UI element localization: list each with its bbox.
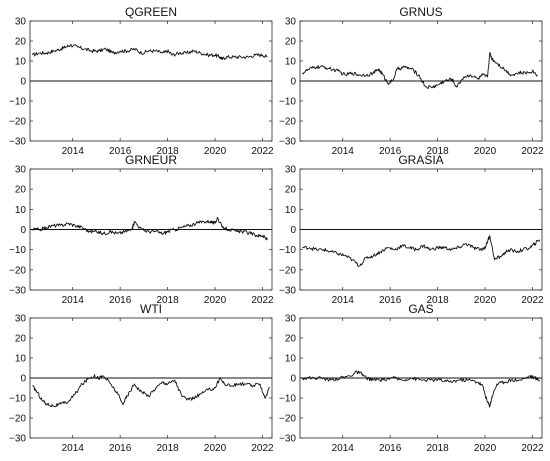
series-line-gas — [302, 370, 540, 408]
y-tick-label-qgreen-6: −30 — [9, 137, 26, 148]
y-tick-label-qgreen-3: 0 — [20, 77, 26, 88]
y-tick-label-grnus-6: −30 — [279, 137, 296, 148]
y-tick-label-grnus-2: 10 — [285, 57, 297, 68]
y-tick-label-wti-1: 20 — [15, 334, 27, 345]
x-tick-label-grnus-3: 2020 — [474, 146, 497, 157]
x-tick-label-grasia-3: 2020 — [474, 295, 497, 306]
x-tick-label-grneur-4: 2022 — [251, 295, 274, 306]
chart-title-grasia: GRASIA — [398, 153, 443, 167]
y-tick-label-gas-3: 0 — [290, 374, 296, 385]
x-tick-label-qgreen-4: 2022 — [251, 146, 274, 157]
y-tick-label-grneur-4: −10 — [9, 245, 26, 256]
chart-panel-gas: GAS 30 20 10 0 −10 −20 −30 2014 2016 2018 2020 2022 — [279, 302, 544, 454]
y-tick-label-qgreen-4: −10 — [9, 97, 26, 108]
y-tick-label-grneur-1: 20 — [15, 185, 27, 196]
y-tick-label-grnus-3: 0 — [290, 77, 296, 88]
x-tick-label-grasia-4: 2022 — [521, 295, 544, 306]
y-tick-label-wti-4: −10 — [9, 394, 26, 405]
series-line-grnus — [302, 52, 538, 89]
series-line-grneur — [32, 216, 268, 241]
y-tick-label-gas-2: 10 — [285, 354, 297, 365]
chart-title-grneur: GRNEUR — [125, 153, 177, 167]
x-tick-label-gas-4: 2022 — [521, 443, 544, 454]
y-tick-label-wti-5: −20 — [9, 414, 26, 425]
y-tick-label-grasia-2: 10 — [285, 205, 297, 216]
x-tick-label-gas-2: 2018 — [426, 443, 449, 454]
y-tick-label-wti-2: 10 — [15, 354, 27, 365]
series-line-qgreen — [31, 44, 268, 61]
chart-title-grnus: GRNUS — [399, 5, 442, 19]
chart-panel-grnus: GRNUS 30 20 10 0 −10 −20 −30 2014 2016 2018 2020 202… — [279, 5, 544, 157]
x-tick-label-wti-1: 2016 — [109, 443, 132, 454]
x-tick-label-grnus-0: 2014 — [332, 146, 355, 157]
chart-title-qgreen: QGREEN — [125, 5, 177, 19]
y-tick-label-grasia-3: 0 — [290, 225, 296, 236]
y-tick-label-grneur-0: 30 — [15, 165, 27, 176]
y-tick-label-wti-3: 0 — [20, 374, 26, 385]
x-tick-label-gas-0: 2014 — [332, 443, 355, 454]
x-tick-label-wti-3: 2020 — [204, 443, 227, 454]
x-tick-label-grneur-2: 2018 — [156, 295, 179, 306]
y-tick-label-grasia-5: −20 — [279, 265, 296, 276]
x-tick-label-qgreen-0: 2014 — [62, 146, 85, 157]
x-tick-label-qgreen-3: 2020 — [204, 146, 227, 157]
y-tick-label-wti-6: −30 — [9, 434, 26, 445]
chart-panel-qgreen: QGREEN 30 20 10 0 −10 −20 −30 2014 2016 2018 2020 20… — [9, 5, 274, 157]
x-tick-label-grneur-3: 2020 — [204, 295, 227, 306]
chart-panel-grasia: GRASIA 30 20 10 0 −10 −20 −30 2014 2016 2018 2020 20… — [279, 153, 544, 306]
y-tick-label-gas-6: −30 — [279, 434, 296, 445]
y-tick-label-grnus-1: 20 — [285, 37, 297, 48]
y-tick-label-grnus-5: −20 — [279, 117, 296, 128]
x-tick-label-gas-3: 2020 — [474, 443, 497, 454]
y-tick-label-qgreen-0: 30 — [15, 17, 27, 28]
chart-panel-grneur: GRNEUR 30 20 10 0 −10 −20 −30 2014 2016 2018 2020 20… — [9, 153, 274, 306]
x-tick-label-grneur-0: 2014 — [62, 295, 85, 306]
series-line-grasia — [302, 235, 541, 268]
y-tick-label-qgreen-2: 10 — [15, 57, 27, 68]
x-tick-label-gas-1: 2016 — [379, 443, 402, 454]
y-tick-label-gas-4: −10 — [279, 394, 296, 405]
y-tick-label-grasia-0: 30 — [285, 165, 297, 176]
chart-title-wti: WTI — [140, 302, 162, 316]
x-tick-label-grneur-1: 2016 — [109, 295, 132, 306]
x-tick-label-qgreen-2: 2018 — [156, 146, 179, 157]
y-tick-label-grasia-1: 20 — [285, 185, 297, 196]
x-tick-label-wti-4: 2022 — [251, 443, 274, 454]
chart-panel-wti: WTI 30 20 10 0 −10 −20 −30 2014 2016 2018 2020 2022 — [9, 302, 274, 454]
x-tick-label-grasia-2: 2018 — [426, 295, 449, 306]
y-tick-label-grneur-6: −30 — [9, 286, 26, 297]
y-tick-label-grasia-4: −10 — [279, 245, 296, 256]
y-tick-label-wti-0: 30 — [15, 314, 27, 325]
y-tick-label-qgreen-1: 20 — [15, 37, 27, 48]
y-tick-label-qgreen-5: −20 — [9, 117, 26, 128]
x-tick-label-wti-2: 2018 — [156, 443, 179, 454]
x-tick-label-grnus-4: 2022 — [521, 146, 544, 157]
y-tick-label-grneur-5: −20 — [9, 265, 26, 276]
x-tick-label-grasia-1: 2016 — [379, 295, 402, 306]
x-tick-label-grnus-2: 2018 — [426, 146, 449, 157]
y-tick-label-grnus-4: −10 — [279, 97, 296, 108]
y-tick-label-gas-0: 30 — [285, 314, 297, 325]
y-tick-label-gas-5: −20 — [279, 414, 296, 425]
x-tick-label-qgreen-1: 2016 — [109, 146, 132, 157]
y-tick-label-grasia-6: −30 — [279, 286, 296, 297]
series-line-wti — [32, 374, 270, 408]
chart-title-gas: GAS — [408, 302, 433, 316]
x-tick-label-wti-0: 2014 — [62, 443, 85, 454]
y-tick-label-grneur-3: 0 — [20, 225, 26, 236]
x-tick-label-grnus-1: 2016 — [379, 146, 402, 157]
y-tick-label-gas-1: 20 — [285, 334, 297, 345]
y-tick-label-grnus-0: 30 — [285, 17, 297, 28]
x-tick-label-grasia-0: 2014 — [332, 295, 355, 306]
y-tick-label-grneur-2: 10 — [15, 205, 27, 216]
